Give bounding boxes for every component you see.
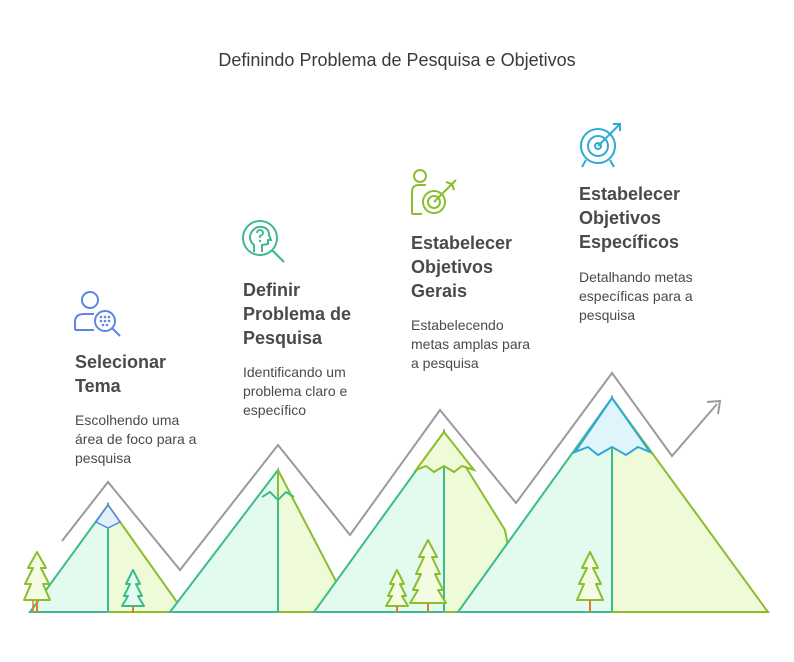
tree bbox=[121, 569, 145, 613]
trend-line bbox=[61, 371, 718, 572]
step-4-title: Estabelecer Objetivos Específicos bbox=[579, 184, 681, 252]
mountain-4 bbox=[456, 394, 770, 613]
trend-arrowhead bbox=[706, 399, 722, 415]
step-1-description: Escolhendo uma área de foco para a pesqu… bbox=[75, 412, 197, 466]
tree bbox=[385, 569, 409, 613]
step-2-title: Definir Problema de Pesquisa bbox=[243, 280, 352, 348]
person-target-icon bbox=[411, 169, 457, 215]
step-1-title: Selecionar Tema bbox=[75, 352, 167, 396]
mountain-2 bbox=[167, 467, 354, 613]
head-question-search-icon bbox=[242, 220, 285, 263]
target-arrow-icon bbox=[580, 123, 621, 168]
tree bbox=[409, 539, 447, 613]
step-3-title: Estabelecer Objetivos Gerais bbox=[411, 233, 513, 301]
step-3-description: Estabelecendo metas amplas para a pesqui… bbox=[411, 317, 531, 371]
step-2-description: Identificando um problema claro e especí… bbox=[243, 364, 348, 418]
tree bbox=[576, 551, 604, 612]
person-search-icon bbox=[74, 291, 121, 337]
mountain-1 bbox=[28, 501, 186, 613]
tree bbox=[23, 551, 51, 612]
step-4-description: Detalhando metas específicas para a pesq… bbox=[579, 269, 693, 323]
diagram-title: Definindo Problema de Pesquisa e Objetiv… bbox=[218, 50, 576, 70]
